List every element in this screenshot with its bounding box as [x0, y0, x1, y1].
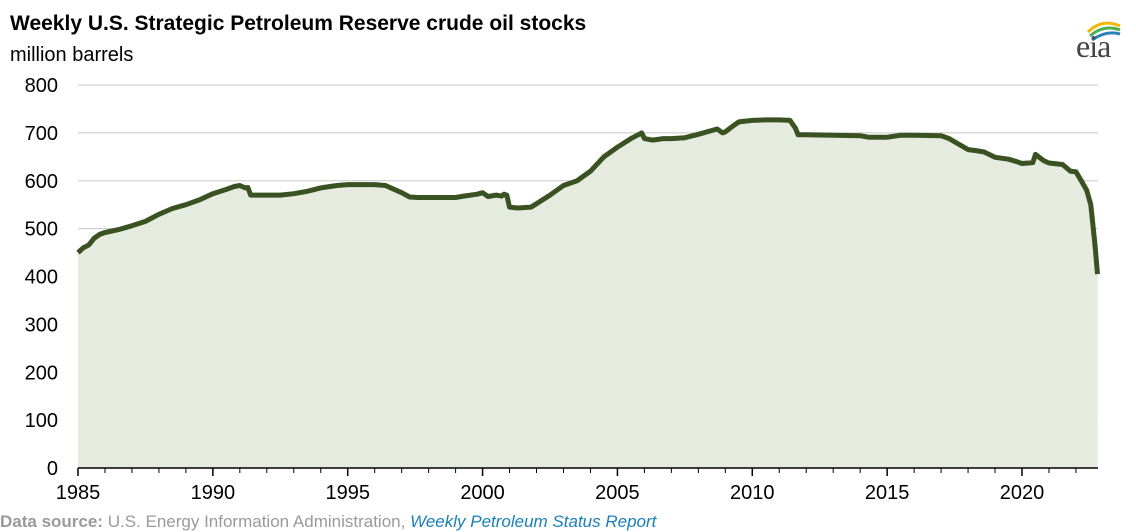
- y-tick-label: 400: [25, 267, 58, 289]
- x-tick-labels: 1985 1990 1995 2000 2005 2010 2015 2020: [56, 482, 1045, 504]
- y-tick-label: 300: [25, 314, 58, 336]
- x-tick-label: 2005: [595, 482, 640, 504]
- source-text: U.S. Energy Information Administration,: [102, 512, 411, 531]
- series-line: [76, 117, 1100, 275]
- x-tick-label: 2010: [730, 482, 775, 504]
- x-tick-label: 2000: [460, 482, 505, 504]
- chart-subtitle: million barrels: [10, 44, 134, 66]
- x-tick-label: 2020: [1000, 482, 1045, 504]
- x-tick-label: 2015: [865, 482, 910, 504]
- eia-logo-icon: [1086, 21, 1121, 42]
- y-tick-label: 200: [25, 362, 58, 384]
- chart-title: Weekly U.S. Strategic Petroleum Reserve …: [10, 12, 587, 35]
- y-tick-labels: 0 100 200 300 400 500 600 700 800: [25, 75, 58, 480]
- y-tick-label: 0: [47, 458, 58, 480]
- y-tick-label: 700: [25, 123, 58, 145]
- area-fill: [78, 119, 1098, 469]
- x-tick-label: 1985: [56, 482, 101, 504]
- y-tick-label: 500: [25, 219, 58, 241]
- x-tick-label: 1990: [191, 482, 236, 504]
- source-label: Data source:: [0, 512, 103, 531]
- y-tick-label: 600: [25, 171, 58, 193]
- y-tick-label: 800: [25, 75, 58, 97]
- eia-logo-text: eia: [1076, 28, 1111, 64]
- data-source-note: Data source: U.S. Energy Information Adm…: [0, 512, 656, 532]
- source-link[interactable]: Weekly Petroleum Status Report: [410, 512, 657, 531]
- y-tick-label: 100: [25, 410, 58, 432]
- axes: [77, 467, 1098, 476]
- x-tick-label: 1995: [325, 482, 370, 504]
